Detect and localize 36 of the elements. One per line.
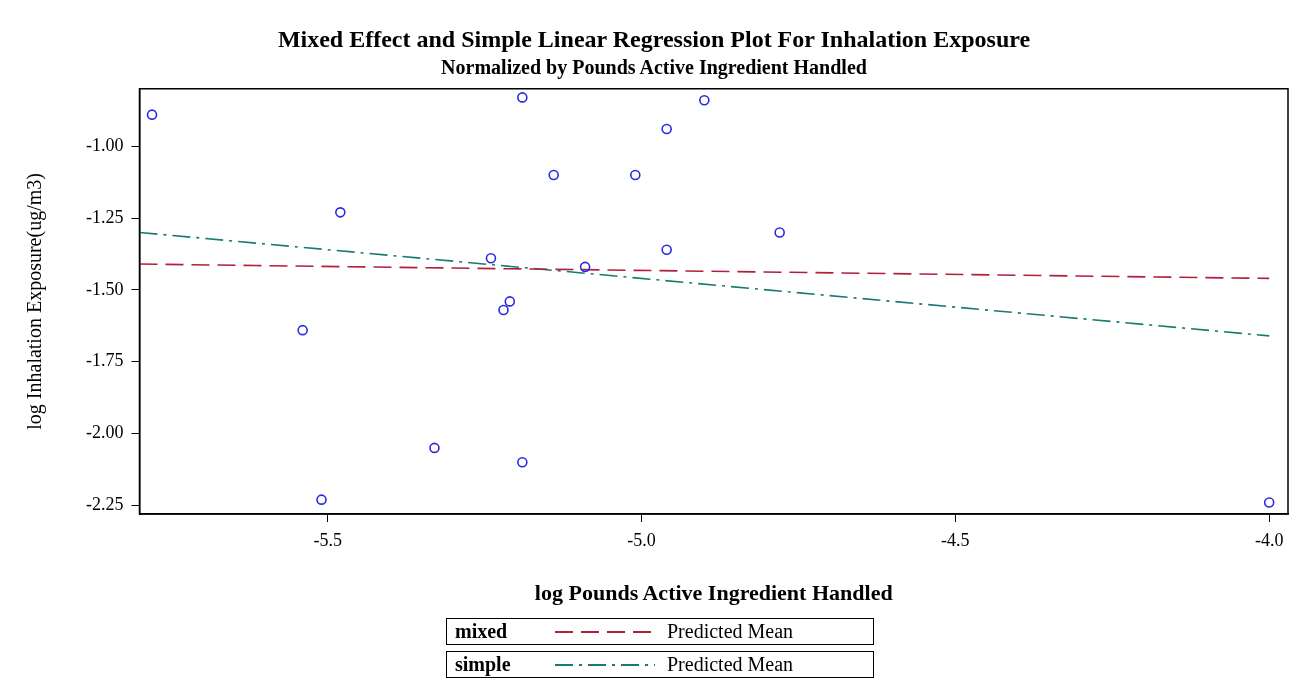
x-tick-label: -4.5 [941, 529, 970, 550]
point [498, 304, 509, 316]
legend-label: mixed [455, 620, 509, 643]
x-tick-label: -4.0 [1254, 529, 1284, 550]
point [146, 109, 158, 120]
y-tick-label: -2.00 [85, 422, 124, 443]
point [517, 92, 528, 103]
point [335, 207, 346, 218]
point [661, 123, 672, 135]
point [316, 494, 327, 505]
point [297, 324, 308, 336]
text: Predicted Mean [667, 653, 794, 675]
point [630, 169, 641, 181]
point [485, 253, 497, 264]
y-tick-label: -1.50 [85, 278, 124, 299]
y-tick-label: -2.25 [85, 494, 124, 515]
point [548, 169, 560, 181]
y-tick-label: -1.75 [85, 350, 124, 371]
legend-label: simple [455, 653, 512, 676]
legend-title: Predicted Mean [667, 620, 794, 643]
point [504, 296, 516, 307]
x-tick-label: -5.5 [313, 529, 343, 550]
point [1263, 497, 1275, 508]
y-tick-label: -1.25 [85, 206, 124, 227]
point [661, 244, 672, 255]
y-axis-title: log Inhalation Exposure(ug/m3) [23, 173, 47, 430]
y-tick-label: -1.00 [85, 134, 124, 155]
x-axis-title: log Pounds Active Ingredient Handled [534, 580, 893, 606]
x-tick-label: -5.0 [627, 529, 656, 550]
point [429, 442, 440, 454]
point [774, 227, 785, 238]
point [517, 456, 528, 468]
chart-title: Mixed Effect and Simple Linear Regression Plot For Inhalation Exposure [277, 25, 1031, 52]
point [699, 94, 710, 106]
chart-subtitle: Normalized by Pounds Active Ingredient Handled [441, 55, 867, 79]
point [579, 261, 591, 273]
